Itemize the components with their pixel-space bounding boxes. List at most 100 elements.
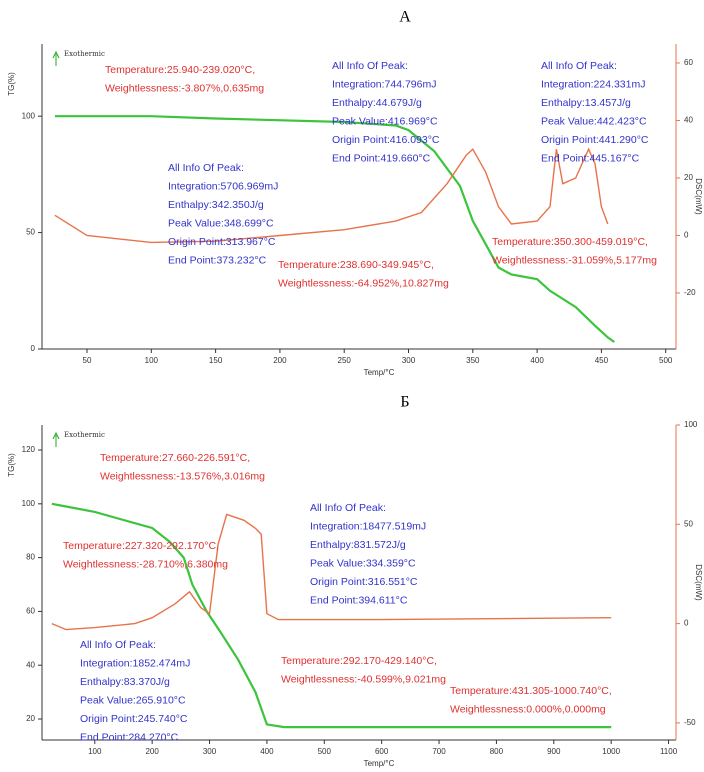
annotation-line: Temperature:227.320-292.170°C,	[63, 540, 219, 552]
chart-title: Б	[400, 394, 409, 411]
annotation-line: Temperature:350.300-459.019°C,	[492, 236, 648, 248]
x-tick-label: 600	[375, 747, 389, 756]
annotation-line: End Point:445.167°C	[541, 152, 640, 164]
annotation-line: Weightlessness:0.000%,0.000mg	[450, 703, 606, 715]
annotation-line: Integration:5706.969mJ	[168, 180, 278, 192]
x-tick-label: 450	[595, 356, 609, 365]
annotation-line: Enthalpy:342.350J/g	[168, 199, 264, 211]
y2-axis-label: DSC(mW)	[694, 564, 703, 601]
x-tick-label: 500	[318, 747, 332, 756]
annotation-line: Enthalpy:13.457J/g	[541, 97, 631, 109]
y-axis-label: TG(%)	[7, 453, 16, 477]
annotation-line: Integration:224.331mJ	[541, 78, 646, 90]
x-axis-label: Temp/°C	[364, 759, 395, 768]
x-tick-label: 400	[260, 747, 274, 756]
x-tick-label: 900	[547, 747, 561, 756]
y-tick-label: 120	[22, 445, 36, 454]
annotation-line: Enthalpy:44.679J/g	[332, 97, 422, 109]
series-line	[54, 115, 615, 343]
annotation-line: All Info Of Peak:	[332, 60, 408, 72]
x-tick-label: 100	[88, 747, 102, 756]
x-tick-label: 100	[145, 356, 159, 365]
x-tick-label: 1000	[602, 747, 620, 756]
annotation-line: Peak Value:416.969°C	[332, 115, 438, 127]
x-tick-label: 300	[203, 747, 217, 756]
y-tick-label: 100	[22, 499, 36, 508]
annotation-line: Temperature:431.305-1000.740°C,	[450, 685, 612, 697]
annotation-line: Origin Point:245.740°C	[80, 713, 188, 725]
annotation-line: Origin Point:313.967°C	[168, 236, 276, 248]
annotation-line: End Point:419.660°C	[332, 152, 431, 164]
annotation-line: All Info Of Peak:	[310, 502, 386, 514]
annotation-line: Temperature:25.940-239.020°C,	[105, 64, 255, 76]
y-tick-label: 100	[22, 111, 36, 120]
annotation-line: Origin Point:416.093°C	[332, 134, 440, 146]
annotation-line: Peak Value:334.359°C	[310, 557, 416, 569]
annotation-line: Weightlessness:-13.576%,3.016mg	[100, 470, 265, 482]
note: Exothermic	[64, 431, 105, 439]
x-tick-label: 350	[466, 356, 480, 365]
y2-tick-label: 0	[684, 231, 689, 240]
y-tick-label: 60	[26, 607, 35, 616]
y2-tick-label: 100	[684, 420, 698, 429]
x-tick-label: 200	[273, 356, 287, 365]
annotation-line: Enthalpy:83.370J/g	[80, 676, 170, 688]
y2-tick-label: -20	[684, 288, 696, 297]
x-tick-label: 700	[432, 747, 446, 756]
x-tick-label: 150	[209, 356, 223, 365]
annotation-line: Peak Value:265.910°C	[80, 694, 186, 706]
annotation-line: Peak Value:442.423°C	[541, 115, 647, 127]
annotation-line: Weightlessness:-40.599%,9.021mg	[281, 673, 446, 685]
y2-tick-label: -50	[684, 718, 696, 727]
y2-tick-label: 40	[684, 116, 693, 125]
x-tick-label: 800	[490, 747, 504, 756]
annotation-line: Temperature:27.660-226.591°C,	[100, 452, 250, 464]
x-tick-label: 50	[83, 356, 92, 365]
x-tick-label: 300	[402, 356, 416, 365]
annotation-line: Origin Point:316.551°C	[310, 576, 418, 588]
y2-tick-label: 60	[684, 58, 693, 67]
exothermic-arrow	[52, 431, 60, 447]
annotation-line: Weightlessness:-64.952%,10.827mg	[278, 277, 449, 289]
x-tick-label: 500	[659, 356, 673, 365]
annotation-line: End Point:394.611°C	[310, 594, 408, 606]
x-axis-label: Temp/°C	[364, 368, 395, 377]
y2-tick-label: 20	[684, 173, 693, 182]
annotation-line: Integration:18477.519mJ	[310, 520, 426, 532]
annotation-line: Peak Value:348.699°C	[168, 217, 274, 229]
x-tick-label: 200	[145, 747, 159, 756]
y-tick-label: 20	[26, 714, 35, 723]
series-line	[51, 502, 612, 729]
x-tick-label: 400	[530, 356, 544, 365]
x-tick-label: 1100	[660, 747, 678, 756]
series-line	[51, 513, 612, 631]
y2-axis-label: DSC(mW)	[694, 178, 703, 215]
annotation-line: Origin Point:441.290°C	[541, 134, 649, 146]
y2-tick-label: 0	[684, 619, 689, 628]
annotation-line: End Point:284.270°C	[80, 731, 179, 743]
annotation-line: All Info Of Peak:	[168, 162, 244, 174]
annotation-line: Weightlessness:-31.059%,5.177mg	[492, 254, 657, 266]
y-tick-label: 0	[31, 344, 36, 353]
series-line	[54, 147, 609, 244]
annotation-line: All Info Of Peak:	[541, 60, 617, 72]
y-tick-label: 80	[26, 553, 35, 562]
y-tick-label: 50	[26, 228, 35, 237]
annotation-line: Temperature:238.690-349.945°C,	[278, 259, 434, 271]
note: Exothermic	[64, 50, 105, 58]
annotation-line: Integration:744.796mJ	[332, 78, 437, 90]
chart-title: A	[399, 9, 411, 26]
y2-tick-label: 50	[684, 519, 693, 528]
annotation-line: End Point:373.232°C	[168, 254, 267, 266]
exothermic-arrow	[52, 50, 60, 66]
x-tick-label: 250	[338, 356, 352, 365]
annotation-line: Integration:1852.474mJ	[80, 657, 190, 669]
annotation-line: Temperature:292.170-429.140°C,	[281, 655, 437, 667]
y-tick-label: 40	[26, 660, 35, 669]
annotation-line: Weightlessness:-3.807%,0.635mg	[105, 82, 264, 94]
annotation-line: Weightlessness:-28.710%,6.380mg	[63, 558, 228, 570]
annotation-line: Enthalpy:831.572J/g	[310, 539, 406, 551]
y-axis-label: TG(%)	[7, 72, 16, 96]
annotation-line: All Info Of Peak:	[80, 639, 156, 651]
